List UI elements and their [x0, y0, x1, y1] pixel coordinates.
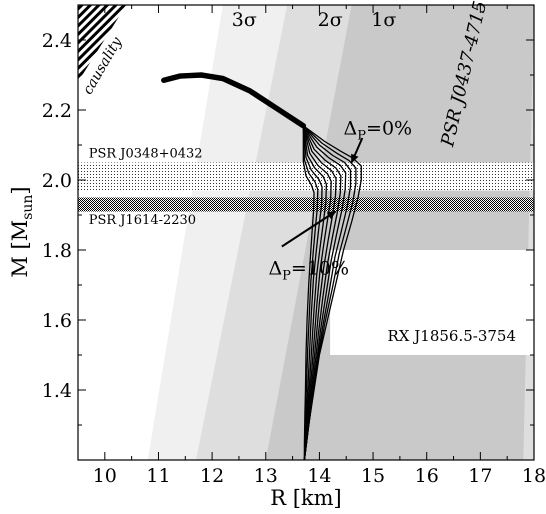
delta-symbol: Δ	[344, 118, 358, 140]
mass-band-1	[78, 197, 534, 212]
y-axis-label-sub: sun	[20, 195, 36, 220]
y-axis-label-close: ]	[8, 186, 32, 194]
y-tick-label: 2.0	[42, 170, 72, 192]
mass-bands	[78, 162, 534, 212]
eos-curve-7	[302, 125, 328, 460]
delta-value: =0%	[366, 118, 412, 140]
delta-value: =10%	[291, 258, 349, 280]
x-tick-label: 17	[468, 465, 492, 487]
sigma-label: 3σ	[232, 9, 257, 31]
x-tick-label: 16	[415, 465, 439, 487]
eos-curve-3	[302, 125, 347, 460]
y-axis-label-main: M [M	[8, 220, 32, 278]
x-tick-label: 15	[361, 465, 385, 487]
y-tick-label: 2.2	[42, 100, 72, 122]
x-tick-label: 10	[93, 465, 117, 487]
sigma-label: 2σ	[318, 9, 343, 31]
plot-frame	[77, 4, 535, 461]
eos-curve-6	[302, 125, 332, 460]
y-tick-label: 1.6	[42, 310, 72, 332]
x-tick-label: 12	[200, 465, 224, 487]
axis-ticks: 10 11 12 13 14 15 16 17 18 1.4 1.6 1.8 2.0 2.2 2.4	[42, 5, 546, 487]
y-tick-label: 1.4	[42, 380, 72, 402]
mass-band-label: PSR J1614-2230	[89, 213, 196, 228]
delta-arrow-1	[281, 210, 337, 248]
causality-region	[78, 5, 127, 82]
x-tick-label: 11	[146, 465, 170, 487]
eos-curve-4	[302, 125, 342, 460]
mass-band-label: PSR J0348+0432	[89, 146, 203, 161]
eos-curve-8	[302, 125, 323, 460]
eos-curves	[161, 72, 362, 460]
sigma-label: 1σ	[371, 9, 396, 31]
y-tick-label: 2.4	[42, 30, 72, 52]
x-axis-label: R [km]	[270, 486, 342, 510]
y-tick-label: 1.8	[42, 240, 72, 262]
eos-curve-10	[302, 125, 315, 460]
eos-curve-5	[302, 125, 337, 460]
delta-p-label-1: ΔP=10%	[268, 258, 349, 284]
delta-p-label-0: ΔP=0%	[344, 118, 413, 144]
eos-curve-9	[302, 125, 319, 460]
y-axis-label: M [Msun]	[8, 186, 36, 277]
delta-arrow-0	[350, 137, 364, 164]
rx-j1856-box	[330, 250, 534, 355]
delta-subscript: P	[282, 269, 291, 284]
x-tick-label: 18	[522, 465, 546, 487]
delta-subscript: P	[357, 129, 366, 144]
x-tick-label: 13	[254, 465, 278, 487]
eos-curve-stem	[161, 72, 307, 129]
rx-box-label: RX J1856.5-3754	[388, 327, 516, 345]
x-tick-label: 14	[307, 465, 331, 487]
delta-symbol: Δ	[268, 258, 282, 280]
